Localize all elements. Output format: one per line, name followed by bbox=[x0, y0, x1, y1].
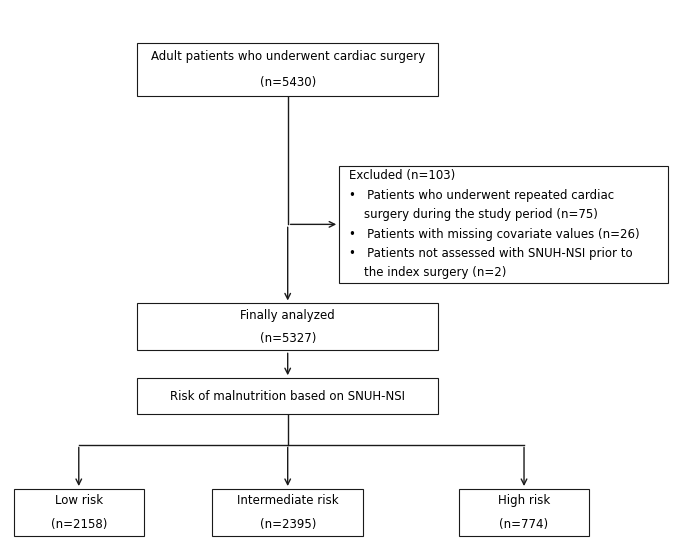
Text: (n=2158): (n=2158) bbox=[51, 518, 107, 531]
FancyBboxPatch shape bbox=[339, 166, 668, 283]
Text: Low risk: Low risk bbox=[55, 494, 103, 507]
Text: Finally analyzed: Finally analyzed bbox=[240, 309, 335, 321]
FancyBboxPatch shape bbox=[137, 43, 438, 95]
Text: •   Patients not assessed with SNUH-NSI prior to: • Patients not assessed with SNUH-NSI pr… bbox=[349, 247, 633, 260]
Text: •   Patients with missing covariate values (n=26): • Patients with missing covariate values… bbox=[349, 228, 640, 240]
Text: (n=5430): (n=5430) bbox=[260, 76, 316, 89]
Text: •   Patients who underwent repeated cardiac: • Patients who underwent repeated cardia… bbox=[349, 189, 614, 202]
Text: the index surgery (n=2): the index surgery (n=2) bbox=[349, 266, 507, 279]
Text: (n=2395): (n=2395) bbox=[260, 518, 316, 531]
FancyBboxPatch shape bbox=[137, 304, 438, 351]
FancyBboxPatch shape bbox=[459, 489, 589, 536]
Text: Adult patients who underwent cardiac surgery: Adult patients who underwent cardiac sur… bbox=[151, 50, 425, 63]
FancyBboxPatch shape bbox=[137, 378, 438, 414]
Text: (n=774): (n=774) bbox=[499, 518, 549, 531]
Text: surgery during the study period (n=75): surgery during the study period (n=75) bbox=[349, 208, 598, 221]
FancyBboxPatch shape bbox=[14, 489, 144, 536]
Text: High risk: High risk bbox=[498, 494, 550, 507]
Text: Excluded (n=103): Excluded (n=103) bbox=[349, 170, 456, 182]
Text: (n=5327): (n=5327) bbox=[260, 332, 316, 345]
Text: Risk of malnutrition based on SNUH-NSI: Risk of malnutrition based on SNUH-NSI bbox=[170, 389, 406, 403]
Text: Intermediate risk: Intermediate risk bbox=[237, 494, 338, 507]
FancyBboxPatch shape bbox=[212, 489, 363, 536]
